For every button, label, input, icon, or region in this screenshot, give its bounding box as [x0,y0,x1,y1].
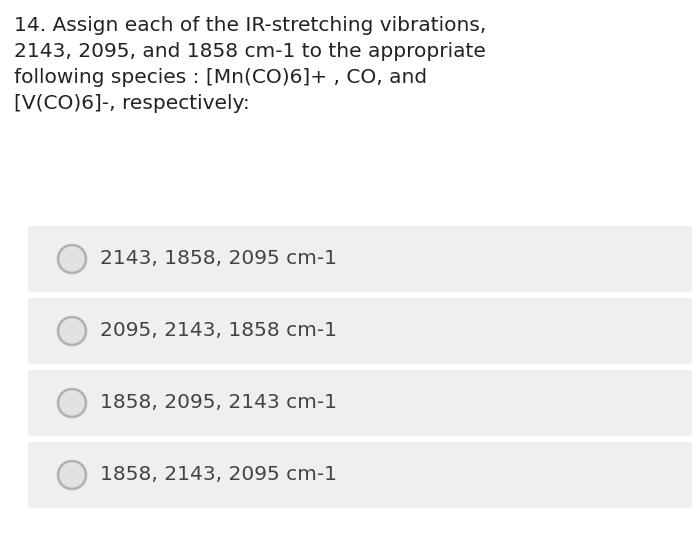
Text: 2095, 2143, 1858 cm-1: 2095, 2143, 1858 cm-1 [100,322,337,340]
FancyBboxPatch shape [28,370,692,436]
Text: 14. Assign each of the IR-stretching vibrations,: 14. Assign each of the IR-stretching vib… [14,16,486,35]
FancyBboxPatch shape [28,298,692,364]
Circle shape [58,461,86,489]
FancyBboxPatch shape [28,226,692,292]
Circle shape [58,389,86,417]
Text: 2143, 1858, 2095 cm-1: 2143, 1858, 2095 cm-1 [100,249,337,269]
Text: 1858, 2143, 2095 cm-1: 1858, 2143, 2095 cm-1 [100,465,337,485]
Text: 2143, 2095, and 1858 cm-1 to the appropriate: 2143, 2095, and 1858 cm-1 to the appropr… [14,42,486,61]
Text: [V(CO)6]-, respectively:: [V(CO)6]-, respectively: [14,94,250,113]
Circle shape [58,317,86,345]
Text: following species : [Mn(CO)6]+ , CO, and: following species : [Mn(CO)6]+ , CO, and [14,68,427,87]
Text: 1858, 2095, 2143 cm-1: 1858, 2095, 2143 cm-1 [100,393,337,413]
FancyBboxPatch shape [28,442,692,508]
Circle shape [58,245,86,273]
